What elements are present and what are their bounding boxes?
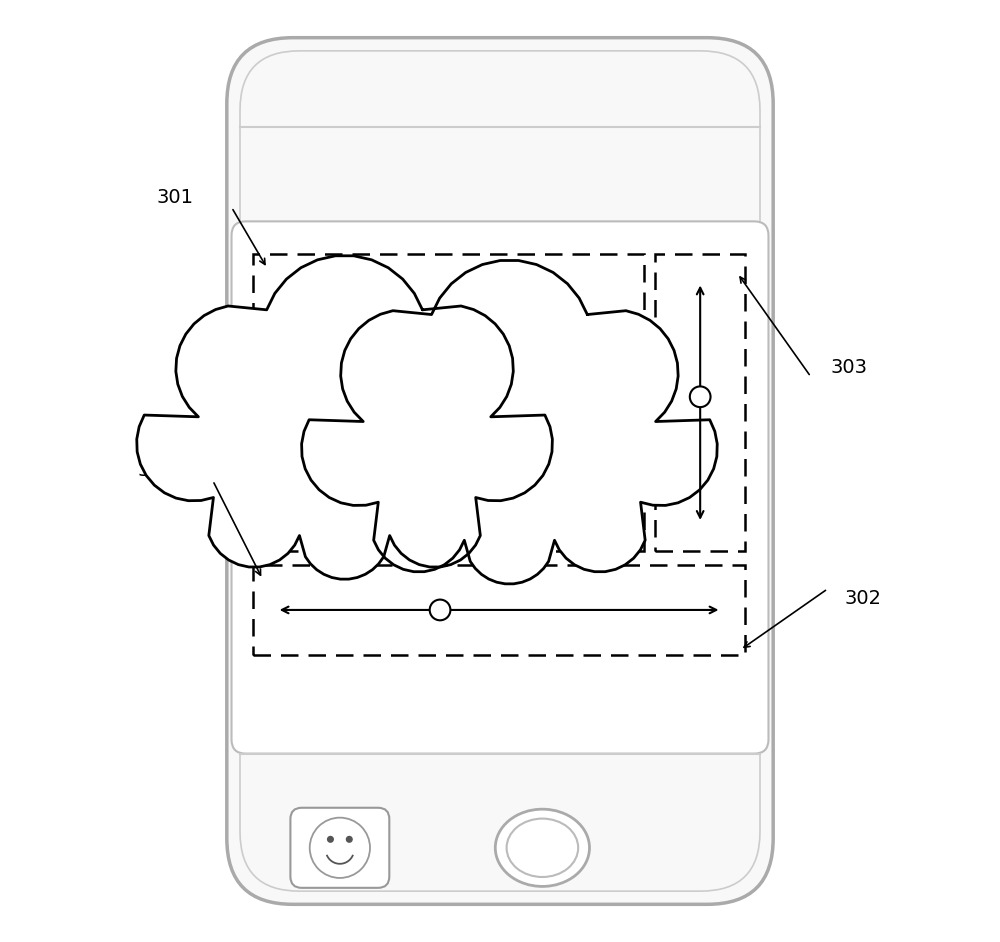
Bar xyxy=(253,254,644,551)
Circle shape xyxy=(328,836,333,842)
Text: 302: 302 xyxy=(844,589,881,608)
Text: 303: 303 xyxy=(830,358,867,377)
Polygon shape xyxy=(137,256,552,579)
Circle shape xyxy=(690,386,711,407)
Ellipse shape xyxy=(507,819,578,877)
FancyBboxPatch shape xyxy=(227,38,773,904)
Ellipse shape xyxy=(495,809,589,886)
Text: 304: 304 xyxy=(138,462,175,480)
Bar xyxy=(655,254,745,551)
Polygon shape xyxy=(302,261,717,584)
FancyBboxPatch shape xyxy=(232,221,768,754)
Circle shape xyxy=(346,836,352,842)
FancyBboxPatch shape xyxy=(290,807,389,887)
Text: 301: 301 xyxy=(157,188,194,207)
Bar xyxy=(253,565,745,655)
Circle shape xyxy=(430,599,450,621)
FancyBboxPatch shape xyxy=(240,51,760,891)
Circle shape xyxy=(310,818,370,878)
